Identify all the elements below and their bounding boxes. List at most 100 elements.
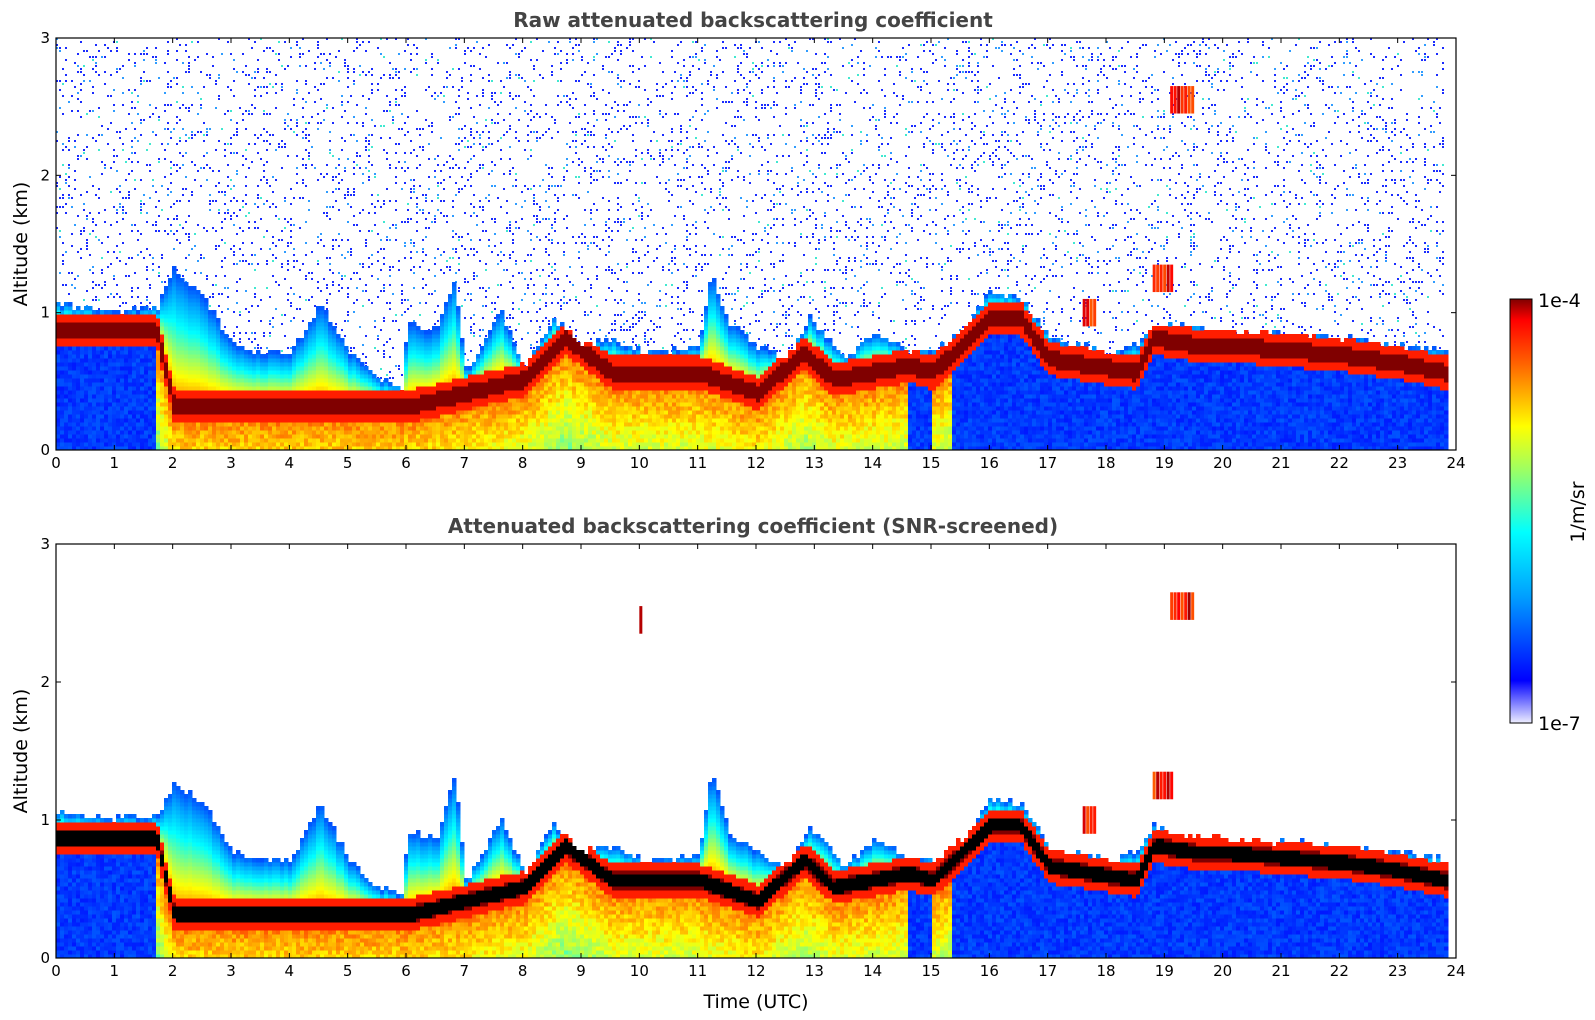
noise-pixel <box>1169 131 1171 133</box>
noise-pixel <box>1046 161 1048 163</box>
noise-pixel <box>596 236 598 238</box>
noise-pixel <box>275 206 277 208</box>
noise-pixel <box>794 77 796 79</box>
noise-pixel <box>1013 182 1015 184</box>
noise-pixel <box>794 224 796 226</box>
noise-pixel <box>530 278 532 280</box>
noise-pixel <box>686 266 688 268</box>
noise-pixel <box>590 167 592 169</box>
noise-pixel <box>434 176 436 178</box>
noise-pixel <box>770 107 772 109</box>
noise-pixel <box>104 71 106 73</box>
noise-pixel <box>1184 266 1186 268</box>
noise-pixel <box>86 134 88 136</box>
noise-pixel <box>659 113 661 115</box>
noise-pixel <box>1025 263 1027 265</box>
noise-pixel <box>533 284 535 286</box>
noise-pixel <box>1139 257 1141 259</box>
noise-pixel <box>254 77 256 79</box>
noise-pixel <box>911 68 913 70</box>
noise-pixel <box>494 221 496 223</box>
noise-pixel <box>224 275 226 277</box>
noise-pixel <box>647 344 649 346</box>
noise-pixel <box>572 236 574 238</box>
noise-pixel <box>662 347 664 349</box>
noise-pixel <box>887 230 889 232</box>
noise-pixel <box>974 74 976 76</box>
noise-pixel <box>188 137 190 139</box>
noise-pixel <box>1040 326 1042 328</box>
noise-pixel <box>923 44 925 46</box>
noise-pixel <box>176 38 178 40</box>
noise-pixel <box>1088 95 1090 97</box>
noise-pixel <box>662 161 664 163</box>
noise-pixel <box>92 86 94 88</box>
noise-pixel <box>908 146 910 148</box>
noise-pixel <box>140 206 142 208</box>
noise-pixel <box>1085 92 1087 94</box>
noise-pixel <box>296 167 298 169</box>
noise-pixel <box>515 137 517 139</box>
noise-pixel <box>572 59 574 61</box>
noise-pixel <box>326 206 328 208</box>
noise-pixel <box>608 269 610 271</box>
noise-pixel <box>119 203 121 205</box>
noise-pixel <box>542 218 544 220</box>
noise-pixel <box>917 101 919 103</box>
noise-pixel <box>635 122 637 124</box>
noise-pixel <box>428 176 430 178</box>
noise-pixel <box>1139 272 1141 274</box>
noise-pixel <box>284 128 286 130</box>
noise-pixel <box>764 107 766 109</box>
noise-pixel <box>875 125 877 127</box>
noise-pixel <box>131 161 133 163</box>
noise-pixel <box>554 185 556 187</box>
noise-pixel <box>578 158 580 160</box>
noise-pixel <box>323 68 325 70</box>
noise-pixel <box>389 269 391 271</box>
noise-pixel <box>1010 89 1012 91</box>
noise-pixel <box>1088 341 1090 343</box>
noise-pixel <box>326 191 328 193</box>
noise-pixel <box>629 164 631 166</box>
noise-pixel <box>974 101 976 103</box>
noise-pixel <box>242 71 244 73</box>
noise-pixel <box>530 131 532 133</box>
noise-pixel <box>1160 53 1162 55</box>
noise-pixel <box>302 164 304 166</box>
noise-pixel <box>197 170 199 172</box>
noise-pixel <box>800 275 802 277</box>
noise-pixel <box>644 236 646 238</box>
noise-pixel <box>734 56 736 58</box>
noise-pixel <box>1076 89 1078 91</box>
noise-pixel <box>290 287 292 289</box>
noise-pixel <box>491 119 493 121</box>
noise-pixel <box>671 146 673 148</box>
noise-pixel <box>152 185 154 187</box>
noise-pixel <box>119 260 121 262</box>
noise-pixel <box>761 62 763 64</box>
noise-pixel <box>341 278 343 280</box>
noise-pixel <box>1133 137 1135 139</box>
noise-pixel <box>1076 167 1078 169</box>
noise-pixel <box>410 59 412 61</box>
noise-pixel <box>1139 185 1141 187</box>
noise-pixel <box>383 320 385 322</box>
noise-pixel <box>521 299 523 301</box>
noise-pixel <box>1004 131 1006 133</box>
noise-pixel <box>647 245 649 247</box>
noise-pixel <box>836 167 838 169</box>
noise-pixel <box>614 101 616 103</box>
noise-pixel <box>233 263 235 265</box>
noise-pixel <box>731 254 733 256</box>
noise-pixel <box>410 179 412 181</box>
noise-pixel <box>383 149 385 151</box>
noise-pixel <box>1028 302 1030 304</box>
noise-pixel <box>761 71 763 73</box>
noise-pixel <box>548 128 550 130</box>
noise-pixel <box>518 119 520 121</box>
noise-pixel <box>1121 194 1123 196</box>
noise-pixel <box>875 251 877 253</box>
noise-pixel <box>110 95 112 97</box>
noise-pixel <box>998 176 1000 178</box>
